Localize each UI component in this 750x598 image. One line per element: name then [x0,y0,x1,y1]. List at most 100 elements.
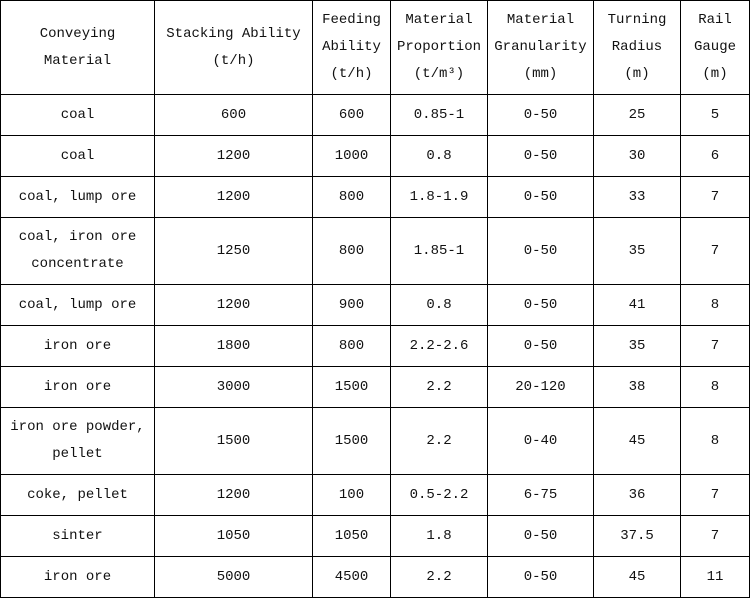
cell-text: (mm) [523,66,558,82]
cell-text: Material [506,12,575,28]
table-cell: 1000 [312,135,391,177]
cell-text: 6-75 [523,486,558,503]
cell-text: 6 [710,147,720,164]
table-row: coal, iron ore concentrate 1250 800 1.85-1 0-… [0,217,750,285]
table-cell: 7 [680,176,750,218]
table-cell: 800 [312,217,391,285]
cell-text: Turning [607,12,667,28]
cell-text: 800 [338,188,365,205]
table-cell: 1200 [154,474,313,516]
cell-text: 2.2 [426,378,452,395]
table-cell: 0.5-2.2 [390,474,488,516]
cell-text: 800 [338,337,365,354]
cell-text: 1050 [334,527,369,544]
table-cell: 1500 [312,366,391,408]
table-cell: 0-50 [487,94,594,136]
table-cell: 33 [593,176,681,218]
cell-text: 1250 [216,242,251,259]
cell-text: 5 [710,106,720,123]
table-cell: 3000 [154,366,313,408]
table-cell: 600 [312,94,391,136]
cell-text: 0-50 [523,242,558,259]
table-cell: 6-75 [487,474,594,516]
table-cell: 11 [680,556,750,598]
cell-text: (t/m³) [413,66,465,82]
cell-text: 20-120 [515,378,566,395]
cell-text: 600 [220,106,247,123]
cell-text: 1800 [216,337,251,354]
table-cell: 600 [154,94,313,136]
table-cell: 0-40 [487,407,594,475]
cell-text: Material [43,52,112,69]
table-cell: 800 [312,176,391,218]
table-row: sinter 1050 1050 1.8 0-50 37.5 7 [0,515,750,557]
cell-text: 1.85-1 [413,242,465,259]
table-cell: coal, iron ore concentrate [0,217,155,285]
cell-text: 7 [710,242,720,259]
table-cell: iron ore [0,325,155,367]
table-cell: 25 [593,94,681,136]
cell-text: (m) [702,66,728,82]
table-cell: coal, lump ore [0,284,155,326]
table-cell: 0-50 [487,284,594,326]
cell-text: 8 [710,378,720,395]
cell-text: Ability [322,39,381,55]
cell-text: iron ore [43,337,112,354]
cell-text: Rail [698,12,732,28]
table-cell: 37.5 [593,515,681,557]
cell-text: 0-50 [523,568,558,585]
cell-text: coal, lump ore [18,296,137,313]
table-cell: 8 [680,284,750,326]
table-cell: 0-50 [487,176,594,218]
table-cell: coal [0,94,155,136]
table-cell: 8 [680,366,750,408]
table-cell: 5 [680,94,750,136]
cell-text: Material [405,12,473,28]
cell-text: 0-50 [523,188,558,205]
cell-text: 1200 [216,486,251,503]
cell-text: 1.8 [426,527,452,544]
cell-text: iron ore powder, [10,419,145,435]
cell-text: 0.8 [426,147,452,164]
table-cell: 800 [312,325,391,367]
table-cell: 7 [680,217,750,285]
table-cell: 41 [593,284,681,326]
table-row: iron ore 5000 4500 2.2 0-50 45 11 [0,556,750,598]
cell-text: 1500 [334,432,369,449]
cell-text: 2.2 [426,568,452,585]
cell-text: 0-50 [523,527,558,544]
table-cell: iron ore powder, pellet [0,407,155,475]
header-cell: Conveying Material [0,0,155,95]
table-cell: 6 [680,135,750,177]
cell-text: 45 [628,432,646,449]
header-cell: Material Granularity (mm) [487,0,594,95]
table-cell: 0-50 [487,217,594,285]
cell-text: 4500 [334,568,369,585]
table-cell: 0.85-1 [390,94,488,136]
cell-text: sinter [52,527,103,544]
cell-text: 1500 [334,378,369,395]
cell-text: 0.85-1 [413,106,465,123]
cell-text: 1200 [216,147,251,164]
cell-text: 1.8-1.9 [409,188,469,205]
cell-text: 0-50 [523,147,558,164]
table-cell: 1050 [154,515,313,557]
table-cell: 38 [593,366,681,408]
cell-text: (t/h) [330,66,373,82]
table-cell: 0.8 [390,284,488,326]
table-row: iron ore powder, pellet 1500 1500 2.2 0-40 45 8 [0,407,750,475]
cell-text: Conveying [39,25,116,42]
cell-text: coal [60,106,95,123]
cell-text: 45 [628,568,646,585]
table-cell: 0.8 [390,135,488,177]
table-cell: 35 [593,217,681,285]
table-row: coke, pellet 1200 100 0.5-2.2 6-75 36 7 [0,474,750,516]
cell-text: 35 [628,242,646,259]
header-cell: Material Proportion (t/m³) [390,0,488,95]
table-cell: 1.85-1 [390,217,488,285]
table-cell: 7 [680,325,750,367]
table-cell: 1500 [154,407,313,475]
cell-text: 0-50 [523,106,558,123]
cell-text: 5000 [216,568,251,585]
